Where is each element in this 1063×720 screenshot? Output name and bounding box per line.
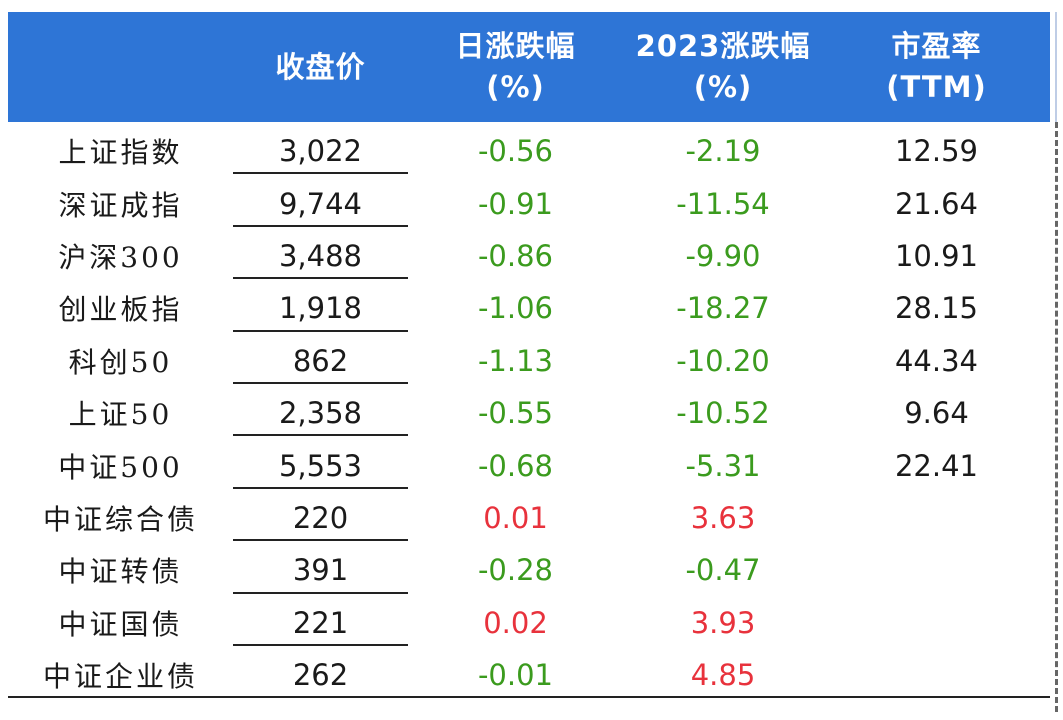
table-body: 上证指数 3,022 -0.56 -2.19 12.59 深证成指 9,744 -0.91 -1… xyxy=(8,122,1050,699)
index-name: 深证成指 xyxy=(58,188,183,222)
daily-change: -1.06 xyxy=(477,291,554,326)
pe-ratio xyxy=(823,512,1050,518)
ytd-change: -9.90 xyxy=(685,238,761,273)
ytd-change: -5.31 xyxy=(685,448,761,483)
index-name: 科创50 xyxy=(68,345,173,379)
daily-change: -0.55 xyxy=(477,396,554,431)
daily-change: -0.91 xyxy=(477,186,554,221)
header-pe-ratio-line1: 市盈率 xyxy=(891,29,982,63)
pe-ratio: 21.64 xyxy=(894,186,979,221)
header-pe-ratio-line2: (TTM) xyxy=(886,70,987,104)
ytd-change: -11.54 xyxy=(676,186,770,221)
daily-change: 0.02 xyxy=(483,605,548,640)
pe-ratio: 22.41 xyxy=(894,448,979,483)
table-row: 中证国债 221 0.02 3.93 xyxy=(8,594,1050,647)
pe-ratio xyxy=(823,564,1050,570)
header-ytd-change-line2: (%) xyxy=(693,70,753,104)
close-price: 9,744 xyxy=(278,186,363,221)
ytd-change: 3.93 xyxy=(690,605,756,640)
table-row: 中证转债 391 -0.28 -0.47 xyxy=(8,541,1050,594)
close-price: 3,488 xyxy=(278,238,363,273)
daily-change: -0.28 xyxy=(477,553,554,588)
daily-change: -1.13 xyxy=(477,343,554,378)
header-ytd-change: 2023涨跌幅 (%) xyxy=(623,26,823,108)
daily-change: 0.01 xyxy=(483,500,548,535)
ytd-change: -10.52 xyxy=(676,396,770,431)
daily-change: -0.01 xyxy=(477,658,554,693)
table-row: 沪深300 3,488 -0.86 -9.90 10.91 xyxy=(8,227,1050,280)
index-name: 创业板指 xyxy=(58,293,183,327)
close-price: 862 xyxy=(292,343,349,378)
table-row: 创业板指 1,918 -1.06 -18.27 28.15 xyxy=(8,279,1050,332)
pe-ratio xyxy=(823,669,1050,675)
daily-change: -0.56 xyxy=(477,134,554,169)
index-name: 中证500 xyxy=(58,450,183,484)
index-name: 中证转债 xyxy=(58,555,183,589)
header-close-price-label: 收盘价 xyxy=(275,49,366,84)
index-name: 中证企业债 xyxy=(42,660,198,694)
daily-change: -0.86 xyxy=(477,238,554,273)
header-daily-change: 日涨跌幅 (%) xyxy=(408,26,623,108)
ytd-change: 4.85 xyxy=(690,658,756,693)
market-summary-table: 收盘价 日涨跌幅 (%) 2023涨跌幅 (%) 市盈率 (TTM) 上证指数 3… xyxy=(8,12,1050,699)
pe-ratio: 44.34 xyxy=(894,343,979,378)
index-name: 中证国债 xyxy=(58,607,183,641)
pe-ratio: 12.59 xyxy=(894,134,979,169)
table-row: 科创50 862 -1.13 -10.20 44.34 xyxy=(8,332,1050,385)
index-name: 上证50 xyxy=(68,398,173,432)
close-price: 3,022 xyxy=(278,134,363,169)
close-price: 2,358 xyxy=(278,396,363,431)
table-row: 上证指数 3,022 -0.56 -2.19 12.59 xyxy=(8,122,1050,175)
table-row: 中证综合债 220 0.01 3.63 xyxy=(8,489,1050,542)
close-price: 391 xyxy=(292,553,349,588)
header-daily-change-line2: (%) xyxy=(486,70,545,104)
ytd-change: -18.27 xyxy=(676,291,770,326)
ytd-change: -0.47 xyxy=(685,553,761,588)
pe-ratio: 28.15 xyxy=(894,291,979,326)
close-price: 221 xyxy=(292,605,349,640)
close-price: 220 xyxy=(292,500,349,535)
header-close-price: 收盘价 xyxy=(233,47,408,88)
table-row: 深证成指 9,744 -0.91 -11.54 21.64 xyxy=(8,174,1050,228)
close-price: 5,553 xyxy=(278,448,363,483)
ytd-change: 3.63 xyxy=(690,500,756,535)
table-row: 中证企业债 262 -0.01 4.85 xyxy=(8,646,1050,699)
close-price: 262 xyxy=(292,658,349,693)
ytd-change: -10.20 xyxy=(676,343,770,378)
table-right-dashed-border xyxy=(1055,122,1058,712)
index-name: 上证指数 xyxy=(58,136,183,170)
table-row: 中证500 5,553 -0.68 -5.31 22.41 xyxy=(8,436,1050,490)
index-name: 沪深300 xyxy=(58,240,183,274)
table-row: 上证50 2,358 -0.55 -10.52 9.64 xyxy=(8,384,1050,437)
close-price: 1,918 xyxy=(278,291,363,326)
header-right-edge xyxy=(1055,12,1057,122)
pe-ratio xyxy=(823,617,1050,623)
pe-ratio: 9.64 xyxy=(904,396,969,431)
index-name: 中证综合债 xyxy=(42,502,198,536)
daily-change: -0.68 xyxy=(477,448,554,483)
header-ytd-change-line1: 2023涨跌幅 xyxy=(635,29,811,63)
ytd-change: -2.19 xyxy=(685,134,761,169)
table-header: 收盘价 日涨跌幅 (%) 2023涨跌幅 (%) 市盈率 (TTM) xyxy=(8,12,1050,122)
header-daily-change-line1: 日涨跌幅 xyxy=(455,29,576,63)
header-pe-ratio: 市盈率 (TTM) xyxy=(823,26,1050,108)
pe-ratio: 10.91 xyxy=(894,238,979,273)
